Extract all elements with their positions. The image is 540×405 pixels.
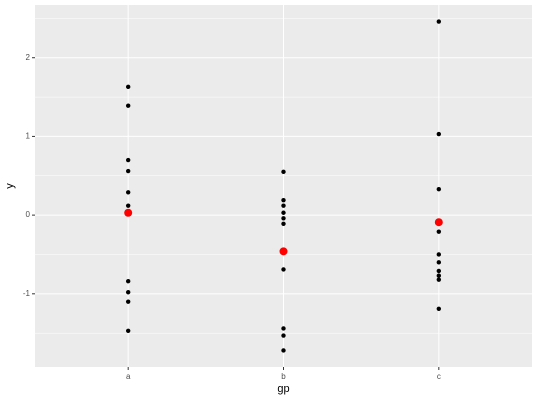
y-axis-title: y — [4, 183, 16, 189]
point — [125, 299, 131, 304]
point — [436, 229, 442, 234]
point — [125, 279, 131, 284]
point — [281, 203, 286, 208]
point — [281, 333, 286, 338]
point — [434, 218, 443, 227]
point — [279, 247, 288, 256]
y-tick-label: 2 — [26, 53, 31, 62]
point — [281, 169, 286, 175]
point — [436, 19, 442, 24]
point — [281, 216, 286, 221]
point — [125, 157, 131, 163]
x-axis-title: gp — [277, 383, 289, 395]
point — [436, 131, 442, 137]
point — [436, 252, 442, 257]
point — [436, 268, 442, 274]
point — [436, 277, 442, 282]
x-tick-label: b — [281, 372, 286, 381]
point — [125, 84, 131, 90]
point — [281, 267, 286, 272]
point — [125, 328, 131, 333]
point — [281, 221, 286, 226]
point — [436, 273, 442, 278]
y-tick-label: -1 — [23, 289, 31, 298]
point — [124, 208, 133, 217]
y-tick-label: 0 — [26, 210, 31, 219]
point — [281, 348, 286, 353]
point — [436, 260, 442, 265]
point — [125, 168, 131, 174]
point — [125, 290, 131, 295]
point — [281, 210, 286, 215]
x-tick-label: a — [126, 372, 131, 381]
point — [436, 306, 442, 311]
point — [281, 326, 286, 331]
y-tick-label: 1 — [26, 132, 31, 141]
point — [125, 190, 131, 195]
point — [436, 186, 442, 192]
point — [125, 103, 131, 108]
point — [281, 197, 286, 203]
point — [125, 203, 131, 208]
x-tick-label: c — [437, 372, 441, 381]
